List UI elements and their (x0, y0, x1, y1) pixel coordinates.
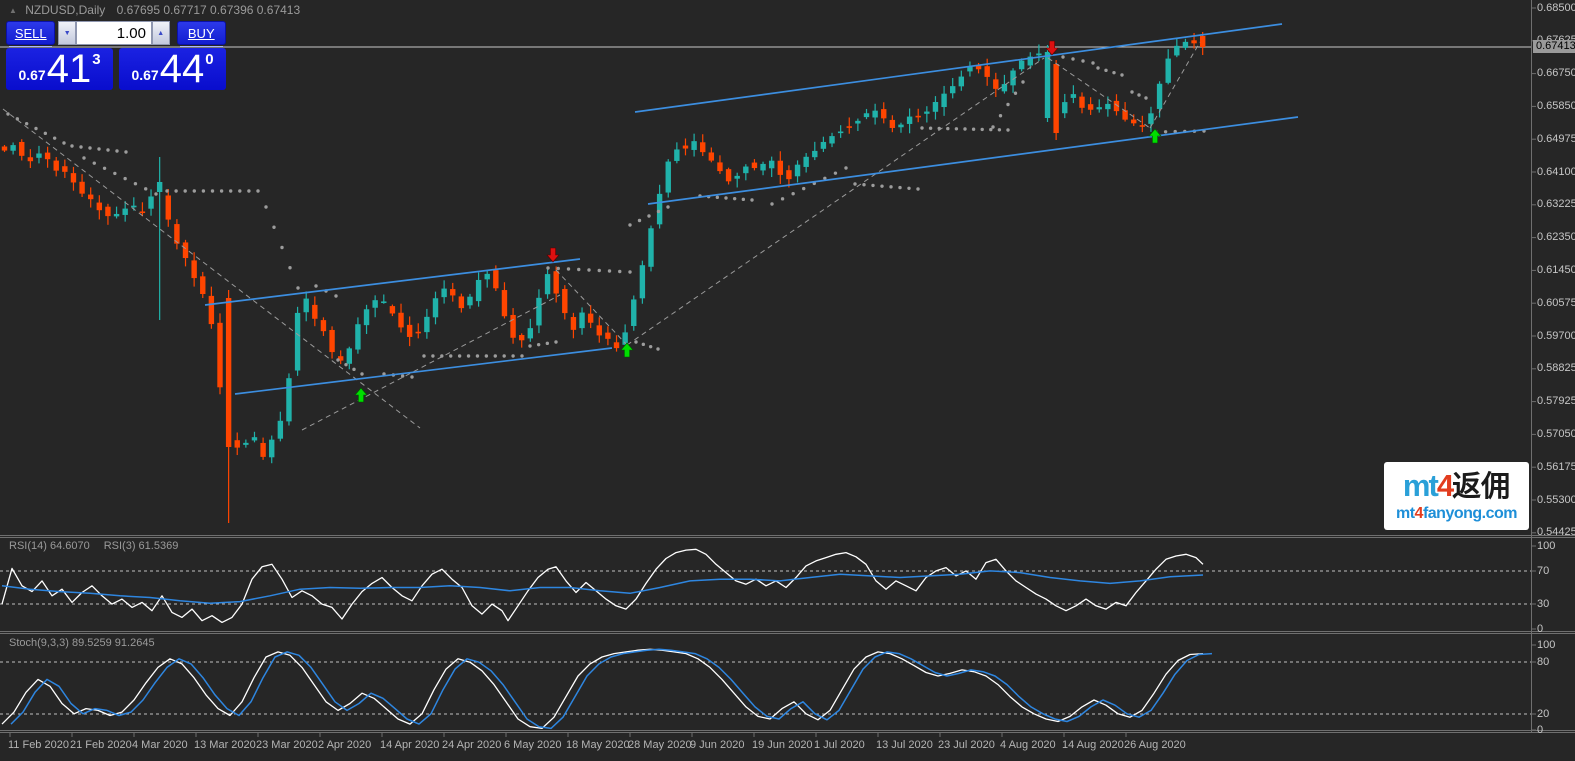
indicator-axis-label: 30 (1537, 597, 1550, 610)
buy-price-big: 44 (159, 47, 205, 91)
watermark-logo: mt4返佣 mt4fanyong.com (1384, 462, 1529, 530)
price-axis-label: 0.56175 (1537, 460, 1575, 473)
price-axis-label: 0.61450 (1537, 263, 1575, 276)
watermark-url: mt4fanyong.com (1395, 505, 1518, 522)
price-axis-label: 0.57050 (1537, 427, 1575, 440)
indicator-axis-label: 70 (1537, 564, 1550, 577)
date-axis-label: 14 Aug 2020 (1062, 739, 1124, 751)
price-axis-label: 0.54425 (1537, 526, 1575, 539)
date-axis-label: 13 Jul 2020 (876, 739, 933, 751)
date-axis-label: 24 Apr 2020 (442, 739, 502, 751)
date-axis-label: 23 Jul 2020 (938, 739, 995, 751)
collapse-icon[interactable]: ▲ (9, 6, 17, 15)
one-click-trading-panel: SELL ▼ ▲ BUY 0.67 41 3 0.67 44 0 (6, 21, 226, 90)
chart-title: ▲ NZDUSD,Daily 0.67695 0.67717 0.67396 0… (9, 3, 300, 17)
price-axis-label: 0.60575 (1537, 296, 1575, 309)
date-axis-label: 4 Aug 2020 (1000, 739, 1056, 751)
indicator-axis-label: 0 (1537, 622, 1544, 635)
price-axis-label: 0.62350 (1537, 231, 1575, 244)
current-price-tag: 0.67413 (1533, 40, 1575, 53)
ohlc-quotes: 0.67695 0.67717 0.67396 0.67413 (116, 3, 301, 17)
buy-button[interactable]: BUY (176, 21, 226, 47)
sell-button[interactable]: SELL (6, 21, 56, 47)
indicator-axis-label: 100 (1537, 539, 1556, 552)
rsi3-value: RSI(3) 61.5369 (103, 540, 179, 552)
sell-price-pip: 3 (92, 51, 101, 68)
date-axis-label: 21 Feb 2020 (70, 739, 132, 751)
indicator-axis-label: 100 (1537, 638, 1556, 651)
date-axis-label: 18 May 2020 (566, 739, 630, 751)
price-axis-label: 0.64100 (1537, 165, 1575, 178)
date-axis-label: 6 May 2020 (504, 739, 562, 751)
sell-price-box[interactable]: 0.67 41 3 (6, 48, 113, 90)
rsi14-value: RSI(14) 64.6070 (9, 540, 90, 552)
indicator-axis-label: 20 (1537, 707, 1550, 720)
buy-price-prefix: 0.67 (131, 67, 159, 83)
price-axis-label: 0.66750 (1537, 67, 1575, 80)
stochastic-label: Stoch(9,3,3) 89.5259 91.2645 (9, 637, 155, 649)
lot-increase-button[interactable]: ▲ (152, 21, 170, 45)
price-axis-label: 0.59700 (1537, 329, 1575, 342)
lot-decrease-button[interactable]: ▼ (58, 21, 76, 45)
date-axis-label: 1 Jul 2020 (814, 739, 865, 751)
date-axis-label: 14 Apr 2020 (380, 739, 440, 751)
buy-price-box[interactable]: 0.67 44 0 (119, 48, 226, 90)
symbol-period-label: NZDUSD,Daily (25, 3, 106, 17)
date-axis-label: 26 Aug 2020 (1124, 739, 1186, 751)
price-axis-label: 0.57925 (1537, 395, 1575, 408)
price-axis-label: 0.64975 (1537, 132, 1575, 145)
price-axis-label: 0.58825 (1537, 362, 1575, 375)
watermark-brand: mt4返佣 (1402, 468, 1511, 503)
sell-price-prefix: 0.67 (18, 67, 46, 83)
date-axis-label: 9 Jun 2020 (690, 739, 745, 751)
triangle-down-icon: ▼ (63, 29, 71, 37)
sell-price-big: 41 (46, 47, 92, 91)
indicator-axis-label: 0 (1537, 723, 1544, 736)
buy-price-pip: 0 (205, 51, 214, 68)
indicator-axis-label: 80 (1537, 655, 1550, 668)
date-axis-label: 4 Mar 2020 (132, 739, 188, 751)
price-axis-label: 0.55300 (1537, 493, 1575, 506)
date-axis-label: 19 Jun 2020 (752, 739, 813, 751)
lot-size-input[interactable] (76, 21, 152, 45)
date-axis-label: 28 May 2020 (628, 739, 692, 751)
date-axis[interactable]: 11 Feb 2020 21 Feb 2020 4 Mar 2020 13 Mar 2… (0, 739, 1575, 759)
date-axis-label: 13 Mar 2020 (194, 739, 256, 751)
date-axis-label: 11 Feb 2020 (8, 739, 69, 751)
date-axis-label: 23 Mar 2020 (256, 739, 318, 751)
triangle-up-icon: ▲ (157, 29, 165, 37)
price-axis-label: 0.68500 (1537, 1, 1575, 14)
rsi-label: RSI(14) 64.6070 RSI(3) 61.5369 (9, 540, 192, 552)
date-axis-label: 2 Apr 2020 (318, 739, 372, 751)
price-axis-label: 0.65850 (1537, 99, 1575, 112)
price-axis-label: 0.63225 (1537, 198, 1575, 211)
